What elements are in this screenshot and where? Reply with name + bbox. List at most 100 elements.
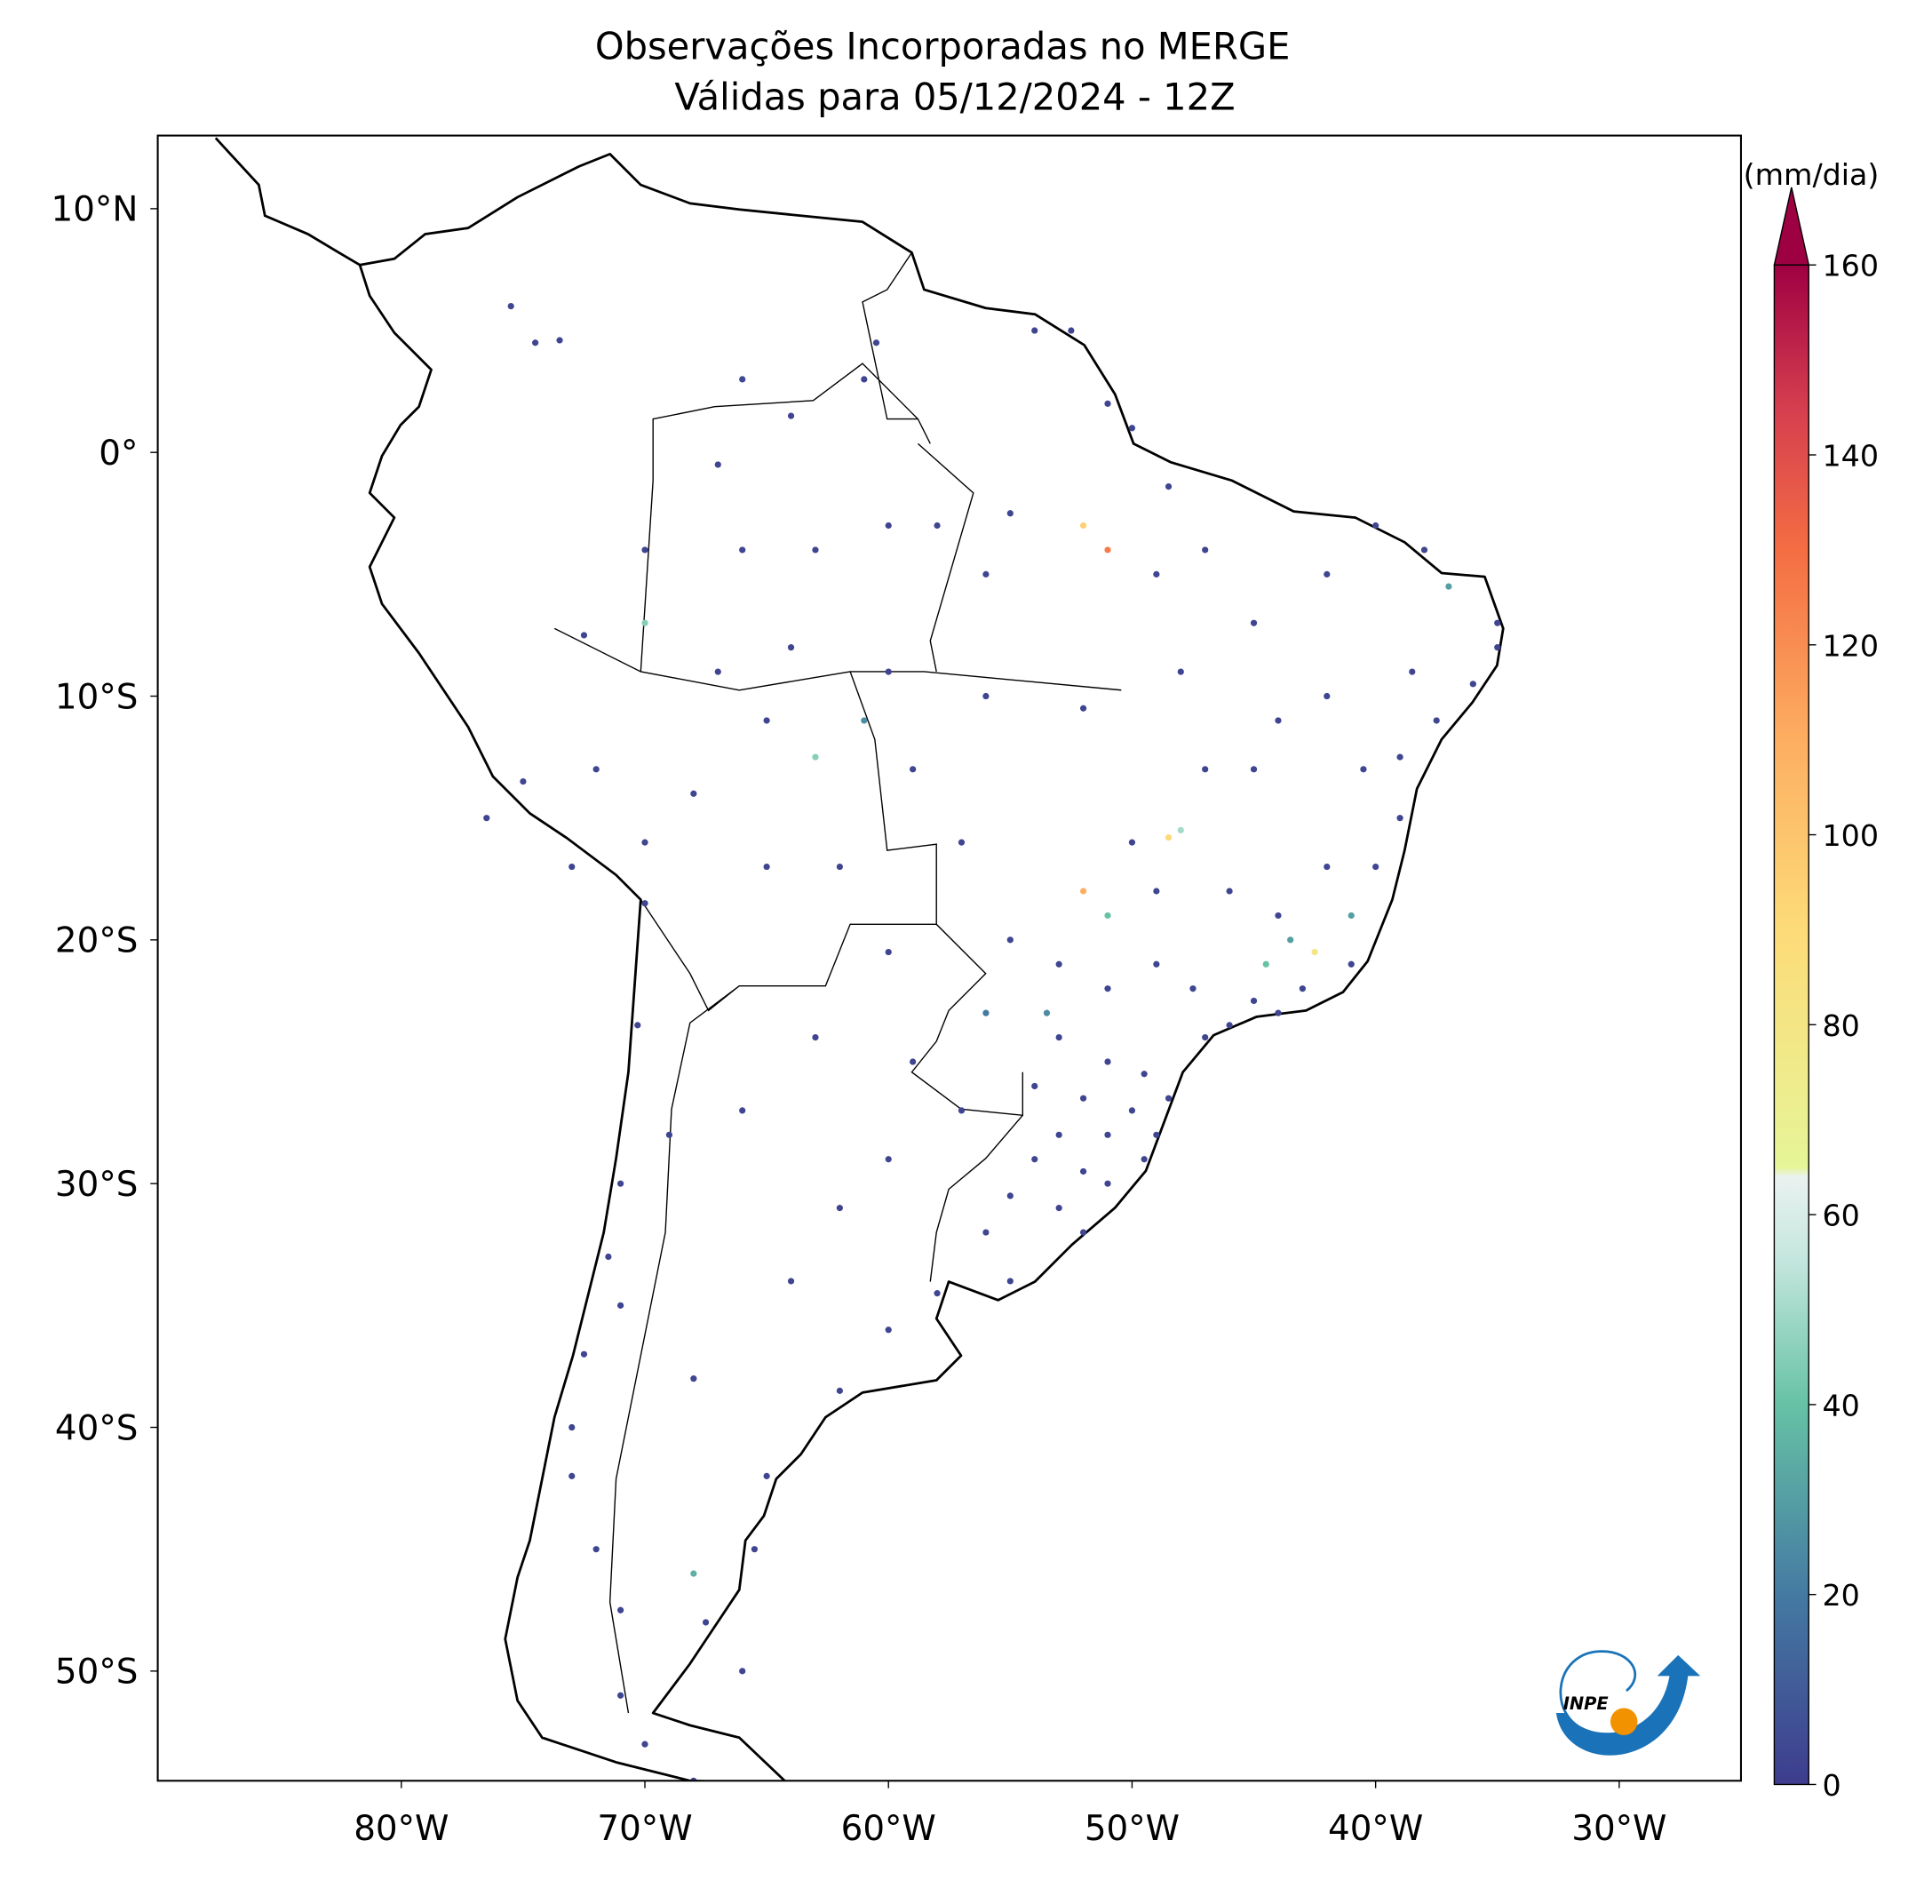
station-point — [690, 1375, 697, 1382]
station-point — [1202, 766, 1209, 773]
station-point — [1079, 1095, 1087, 1102]
colorbar-tick-label: 160 — [1823, 249, 1879, 283]
logo-sun — [1610, 1708, 1638, 1735]
station-point — [690, 1570, 697, 1577]
station-point — [1006, 1192, 1014, 1199]
station-point — [1324, 863, 1331, 871]
station-point — [592, 1546, 600, 1553]
colorbar-tick-label: 100 — [1823, 818, 1879, 853]
station-point — [1165, 1095, 1173, 1102]
station-point — [1006, 936, 1014, 944]
station-point — [763, 863, 770, 871]
station-point — [532, 339, 539, 347]
station-point — [763, 717, 770, 724]
x-tick-label: 30°W — [1571, 1809, 1666, 1849]
station-point — [958, 839, 966, 846]
station-point — [1433, 717, 1440, 724]
station-point — [1360, 766, 1367, 773]
station-point — [982, 692, 990, 700]
station-point — [520, 777, 527, 785]
station-point — [580, 1350, 588, 1358]
station-point — [861, 376, 868, 383]
station-point — [665, 1131, 673, 1138]
station-point — [1396, 815, 1403, 822]
station-point — [1409, 668, 1416, 675]
x-tick-label: 80°W — [354, 1809, 449, 1849]
station-point — [1348, 960, 1355, 968]
station-point — [836, 1205, 843, 1212]
station-point — [1006, 510, 1014, 517]
colorbar-tick-label: 80 — [1823, 1008, 1860, 1043]
station-point — [616, 1180, 624, 1187]
station-point — [1104, 400, 1111, 407]
map-frame — [156, 134, 1742, 1782]
station-point — [885, 668, 892, 675]
station-point — [1031, 1082, 1038, 1090]
station-point — [1250, 997, 1258, 1005]
station-point — [885, 948, 892, 956]
station-point — [1372, 863, 1379, 871]
station-point — [1104, 912, 1111, 920]
station-point — [714, 668, 721, 675]
x-tick-label: 40°W — [1328, 1809, 1423, 1849]
colorbar-tick-label: 60 — [1823, 1199, 1860, 1233]
station-point — [556, 337, 563, 344]
station-point — [1311, 948, 1318, 956]
station-point — [885, 522, 892, 530]
y-tick-label: 10°N — [52, 190, 139, 230]
station-point — [702, 1619, 710, 1626]
station-point — [1287, 936, 1294, 944]
station-point — [739, 546, 746, 554]
station-point — [580, 632, 588, 639]
station-point — [763, 1472, 770, 1479]
station-point — [1128, 425, 1136, 432]
x-tick-label: 60°W — [841, 1809, 936, 1849]
station-point — [885, 1156, 892, 1163]
station-point — [616, 1302, 624, 1309]
station-point — [1165, 483, 1173, 490]
colorbar-tick-label: 20 — [1823, 1578, 1860, 1613]
station-point — [1055, 1131, 1062, 1138]
station-point — [1153, 1131, 1160, 1138]
station-point — [1494, 619, 1501, 626]
station-point — [1079, 522, 1087, 530]
station-point — [1445, 583, 1452, 590]
station-point — [1153, 570, 1160, 578]
station-point — [1128, 1107, 1136, 1114]
station-point — [1177, 826, 1184, 834]
basemap — [214, 137, 1505, 1781]
station-point — [958, 1107, 966, 1114]
x-tick-label: 70°W — [597, 1809, 692, 1849]
logo-arrow — [1555, 1654, 1701, 1756]
station-point — [568, 863, 576, 871]
station-point — [872, 339, 880, 347]
station-point — [1202, 546, 1209, 554]
station-point — [1043, 1009, 1051, 1016]
inpe-logo: INPE — [1555, 1650, 1701, 1756]
station-point — [1079, 1167, 1087, 1175]
station-point — [0, 0, 4, 4]
station-point — [1372, 522, 1379, 530]
y-tick-label: 40°S — [55, 1408, 138, 1448]
station-point — [836, 863, 843, 871]
station-point — [787, 412, 795, 419]
south-america-coast — [358, 152, 1505, 1781]
station-point — [605, 1253, 612, 1261]
station-point — [934, 522, 941, 530]
station-point — [1031, 1156, 1038, 1163]
station-point — [568, 1472, 576, 1479]
station-point — [1141, 1071, 1148, 1078]
station-point — [1202, 1033, 1209, 1041]
station-point — [1128, 839, 1136, 846]
station-point — [1079, 888, 1087, 895]
station-point — [1275, 717, 1282, 724]
station-point — [641, 839, 648, 846]
station-point — [1055, 1205, 1062, 1212]
station-point — [982, 570, 990, 578]
station-point — [1104, 985, 1111, 992]
station-point — [641, 900, 648, 907]
y-tick-label: 30°S — [55, 1165, 138, 1205]
station-point — [1153, 960, 1160, 968]
